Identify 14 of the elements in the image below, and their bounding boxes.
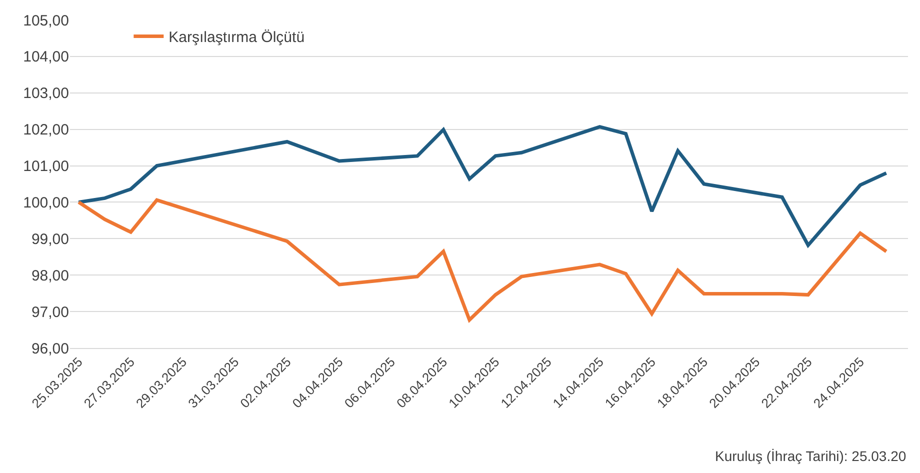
y-tick-label: 100,00 bbox=[23, 194, 69, 212]
y-tick-label: 99,00 bbox=[31, 230, 69, 248]
y-tick-label: 98,00 bbox=[31, 267, 69, 284]
y-tick-label: 102,00 bbox=[23, 122, 69, 139]
y-tick-label: 103,00 bbox=[23, 85, 69, 102]
text: Kuruluş (İhraç Tarihi): 25.03.20 bbox=[715, 448, 906, 464]
line-series bbox=[76, 125, 888, 247]
y-tick-label: 96,00 bbox=[31, 340, 69, 358]
line-series bbox=[76, 198, 888, 322]
legend-label: Karşılaştırma Ölçütü bbox=[168, 29, 305, 46]
y-tick-label: 97,00 bbox=[31, 304, 69, 321]
y-tick-label: 105,00 bbox=[23, 12, 69, 30]
y-tick-label: 104,00 bbox=[23, 48, 69, 66]
y-tick-label: 101,00 bbox=[23, 158, 69, 176]
